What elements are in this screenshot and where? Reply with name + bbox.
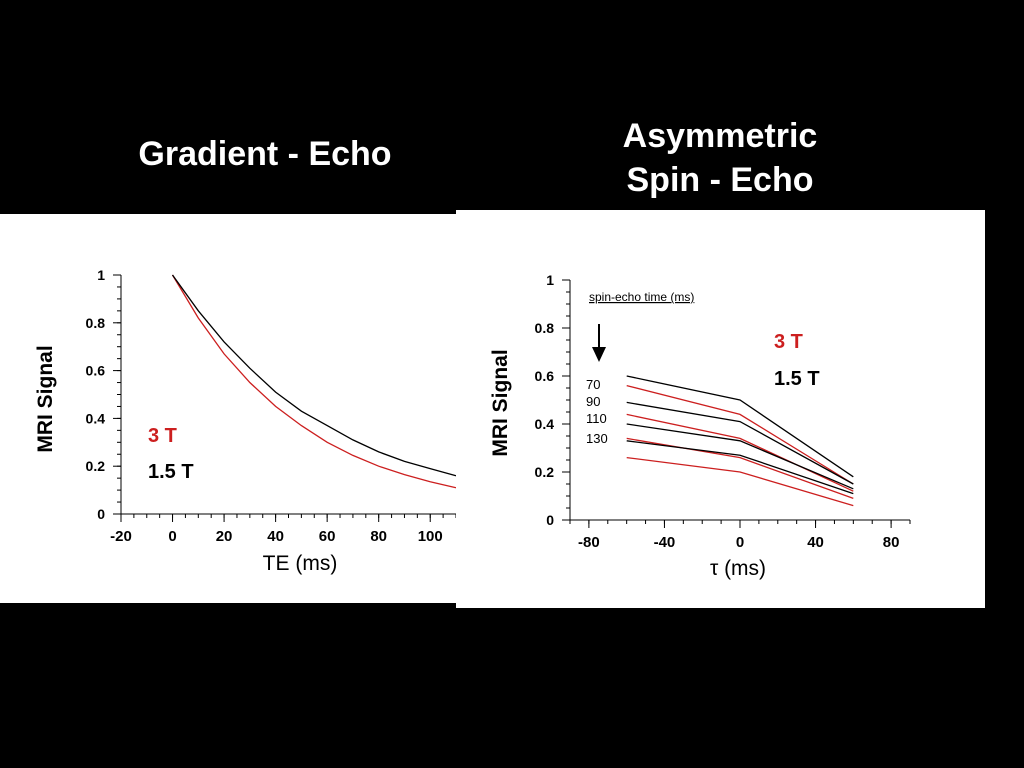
title-line-1: Asymmetric [622, 117, 818, 155]
x-tick-label: 0 [168, 528, 176, 545]
y-tick-label: 0.4 [535, 416, 555, 432]
x-tick-label: 80 [883, 534, 900, 551]
legend-1-5t: 1.5 T [774, 368, 820, 390]
y-tick-label: 0 [97, 506, 105, 522]
echo-time-label: 130 [586, 431, 608, 446]
gradient-echo-chart: TE (ms) MRI Signal 3 T 1.5 T -20 0 20 40 60 8… [34, 267, 457, 575]
x-tick-label: 100 [418, 528, 443, 545]
series-line [171, 274, 457, 489]
series-line [626, 401, 854, 485]
gradient-echo-title: Gradient - Echo [138, 135, 392, 173]
y-tick-label: 0.8 [86, 315, 106, 331]
spin-echo-time-annotation: spin-echo time (ms) [589, 290, 694, 304]
y-tick-label: 0.2 [86, 458, 106, 474]
down-arrow-icon [592, 347, 606, 362]
legend-3t: 3 T [774, 331, 803, 353]
series-line [626, 375, 854, 478]
x-tick-label: -80 [578, 534, 600, 551]
series-line [626, 423, 854, 490]
y-tick-label: 0.6 [86, 363, 106, 379]
legend-3t: 3 T [148, 425, 177, 447]
x-tick-label: 40 [267, 528, 284, 545]
x-tick-label: -20 [110, 528, 132, 545]
echo-time-label: 70 [586, 377, 600, 392]
gradient-echo-chart-panel: TE (ms) MRI Signal 3 T 1.5 T -20 0 20 40 60 8… [0, 214, 457, 603]
x-axis-label: TE (ms) [263, 552, 338, 575]
series-line [626, 440, 854, 495]
legend-1-5t: 1.5 T [148, 461, 194, 483]
asymmetric-spin-echo-chart-panel: τ (ms) MRI Signal spin-echo time (ms) 70… [456, 210, 985, 608]
series-line [626, 384, 854, 485]
x-axis-label: τ (ms) [710, 557, 766, 580]
series-line [626, 413, 854, 492]
series-line [626, 437, 854, 500]
x-tick-label: 80 [370, 528, 387, 545]
series-line [626, 456, 854, 507]
asymmetric-spin-echo-title: Asymmetric Spin - Echo [560, 114, 880, 202]
asymmetric-spin-echo-chart: τ (ms) MRI Signal spin-echo time (ms) 70… [489, 272, 911, 580]
y-tick-label: 1 [97, 267, 105, 283]
y-axis-label: MRI Signal [489, 349, 512, 456]
echo-time-label: 110 [586, 411, 607, 426]
y-tick-label: 0 [546, 512, 554, 528]
x-tick-label: 40 [807, 534, 824, 551]
y-tick-label: 1 [546, 272, 554, 288]
y-tick-label: 0.6 [535, 368, 555, 384]
y-tick-label: 0.8 [535, 320, 555, 336]
x-tick-label: 60 [319, 528, 336, 545]
x-tick-label: -40 [654, 534, 676, 551]
x-tick-label: 20 [216, 528, 233, 545]
y-tick-label: 0.2 [535, 464, 555, 480]
title-line-2: Spin - Echo [626, 161, 814, 200]
y-tick-label: 0.4 [86, 410, 106, 426]
series-line [171, 274, 457, 477]
y-axis-label: MRI Signal [34, 345, 57, 452]
x-tick-label: 0 [736, 534, 744, 551]
echo-time-label: 90 [586, 394, 600, 409]
